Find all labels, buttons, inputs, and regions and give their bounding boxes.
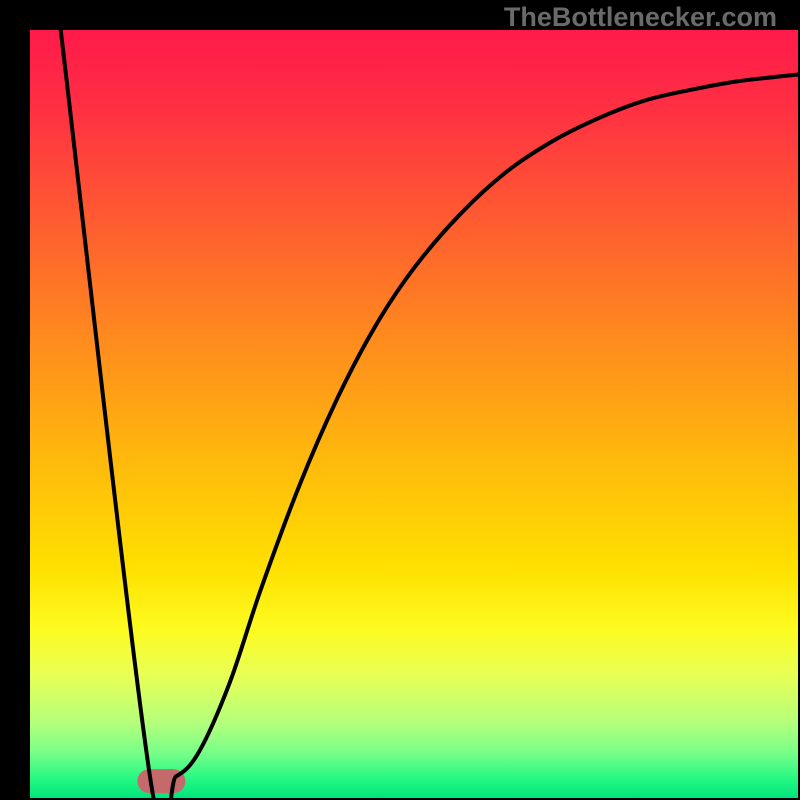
watermark-text: TheBottlenecker.com xyxy=(504,2,777,33)
plot-gradient-background xyxy=(30,30,798,798)
valley-marker-glyph xyxy=(137,769,185,793)
bottleneck-chart: TheBottlenecker.com xyxy=(0,0,800,800)
chart-svg xyxy=(0,0,800,800)
